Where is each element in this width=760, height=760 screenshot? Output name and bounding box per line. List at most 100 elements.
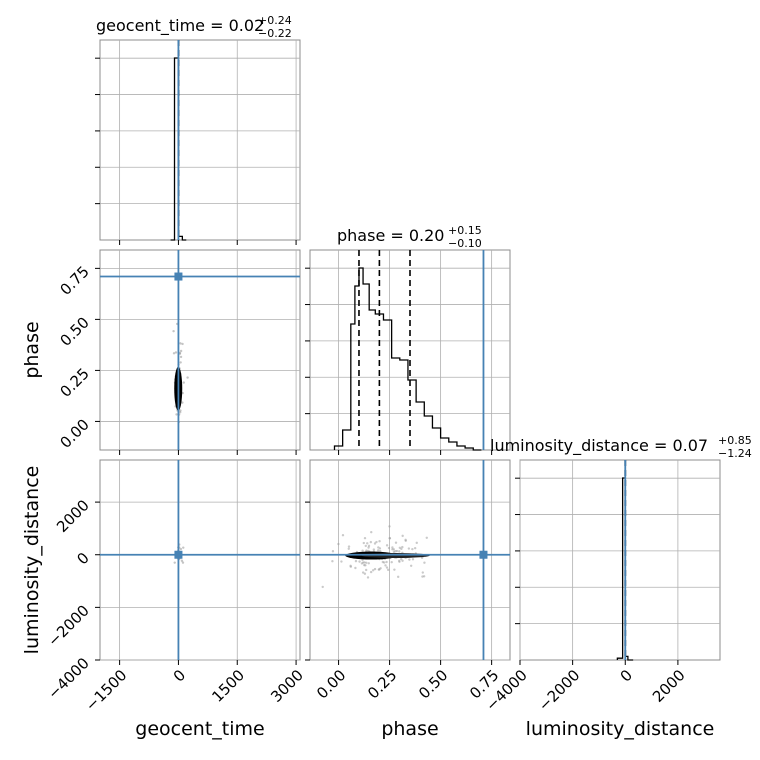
x-tick-label: 0.50 bbox=[415, 666, 451, 702]
scatter-point bbox=[373, 542, 377, 545]
title-geocent-time-plus: +0.24 bbox=[258, 14, 292, 27]
y-tick-label: 0.25 bbox=[56, 365, 92, 401]
scatter-point bbox=[321, 585, 324, 589]
scatter-point bbox=[387, 546, 391, 550]
scatter-point bbox=[179, 349, 183, 353]
xlabel-geocent-time: geocent_time bbox=[135, 718, 264, 740]
scatter-point bbox=[386, 568, 390, 572]
scatter-point bbox=[337, 542, 340, 546]
x-tick-label: 0.00 bbox=[313, 666, 349, 702]
xlabel-phase: phase bbox=[381, 718, 438, 740]
scatter-point bbox=[363, 536, 367, 540]
truth-marker bbox=[174, 550, 183, 559]
scatter-point bbox=[354, 566, 357, 570]
scatter-point bbox=[381, 560, 385, 564]
ylabel-luminosity-distance: luminosity_distance bbox=[21, 466, 43, 655]
scatter-point bbox=[385, 544, 389, 547]
scatter-point bbox=[407, 547, 411, 550]
panel-phase-vs-geocent-time bbox=[99, 249, 301, 451]
scatter-point bbox=[394, 541, 398, 544]
scatter-point bbox=[366, 542, 369, 545]
scatter-point bbox=[409, 564, 413, 568]
scatter-point bbox=[173, 561, 176, 564]
panel-distance-hist bbox=[519, 459, 721, 661]
scatter-point bbox=[392, 550, 396, 554]
scatter-point bbox=[364, 568, 368, 572]
scatter-point bbox=[422, 575, 426, 578]
scatter-point bbox=[358, 560, 361, 563]
scatter-point bbox=[182, 546, 185, 549]
scatter-point bbox=[180, 559, 184, 562]
title-phase-plus: +0.15 bbox=[448, 224, 482, 237]
scatter-point bbox=[331, 560, 334, 563]
scatter-point bbox=[371, 569, 375, 572]
scatter-point bbox=[369, 540, 373, 544]
scatter-point bbox=[378, 547, 382, 550]
y-tick-label: 2000 bbox=[53, 496, 93, 536]
scatter-point bbox=[172, 329, 175, 333]
scatter-point bbox=[388, 525, 391, 528]
title-phase-minus: −0.10 bbox=[448, 237, 482, 250]
scatter-point bbox=[377, 568, 381, 571]
scatter-point bbox=[423, 561, 426, 564]
title-geocent-time: geocent_time = 0.02 bbox=[96, 16, 264, 36]
scatter-point bbox=[174, 351, 178, 354]
x-tick-label: 1500 bbox=[208, 666, 248, 706]
scatter-point bbox=[179, 409, 182, 412]
scatter-point bbox=[372, 548, 376, 551]
scatter-point bbox=[385, 560, 388, 564]
title-luminosity-distance-plus: +0.85 bbox=[718, 434, 752, 447]
x-tick-label: 3000 bbox=[267, 666, 307, 706]
title-geocent-time-minus: −0.22 bbox=[258, 27, 292, 40]
scatter-point bbox=[401, 545, 404, 549]
scatter-point bbox=[378, 540, 381, 543]
scatter-point bbox=[181, 342, 184, 346]
scatter-point bbox=[175, 413, 178, 416]
scatter-point bbox=[340, 560, 343, 563]
scatter-point bbox=[396, 575, 400, 579]
scatter-point bbox=[363, 563, 366, 567]
scatter-point bbox=[364, 544, 367, 548]
scatter-point bbox=[379, 567, 382, 570]
panel-geocent-time-hist bbox=[99, 39, 301, 241]
x-tick-label: 2000 bbox=[649, 666, 689, 706]
scatter-point bbox=[179, 361, 182, 364]
scatter-point bbox=[370, 530, 373, 534]
scatter-point bbox=[331, 550, 335, 553]
xlabel-luminosity-distance: luminosity_distance bbox=[526, 718, 715, 740]
y-tick-label: 0.50 bbox=[56, 313, 92, 349]
scatter-point bbox=[413, 546, 417, 550]
scatter-point bbox=[401, 534, 404, 538]
scatter-point bbox=[398, 560, 401, 563]
y-tick-label: 0 bbox=[73, 549, 92, 568]
scatter-point bbox=[361, 549, 364, 552]
x-tick-label: 0 bbox=[617, 666, 636, 685]
scatter-point bbox=[369, 570, 373, 574]
scatter-point bbox=[182, 381, 185, 384]
x-tick-label: 0.25 bbox=[364, 666, 400, 702]
scatter-point bbox=[367, 562, 370, 565]
ylabel-phase: phase bbox=[21, 321, 43, 378]
scatter-point bbox=[411, 547, 414, 551]
scatter-point bbox=[388, 537, 391, 540]
x-tick-label: −1500 bbox=[82, 666, 131, 715]
scatter-point bbox=[377, 549, 380, 552]
x-tick-label: 0 bbox=[170, 666, 189, 685]
scatter-point bbox=[365, 561, 368, 564]
scatter-point bbox=[392, 548, 395, 551]
scatter-point bbox=[186, 376, 189, 379]
scatter-point bbox=[354, 559, 358, 563]
scatter-point bbox=[400, 557, 403, 561]
scatter-point bbox=[341, 534, 345, 537]
scatter-point bbox=[347, 545, 351, 548]
scatter-point bbox=[349, 564, 352, 568]
scatter-point bbox=[367, 546, 370, 549]
scatter-point bbox=[362, 541, 366, 545]
truth-marker bbox=[174, 272, 183, 281]
histogram-phase bbox=[333, 267, 482, 451]
scatter-point bbox=[384, 564, 387, 567]
scatter-point bbox=[179, 355, 183, 359]
scatter-point bbox=[421, 571, 424, 574]
truth-marker bbox=[479, 550, 488, 559]
